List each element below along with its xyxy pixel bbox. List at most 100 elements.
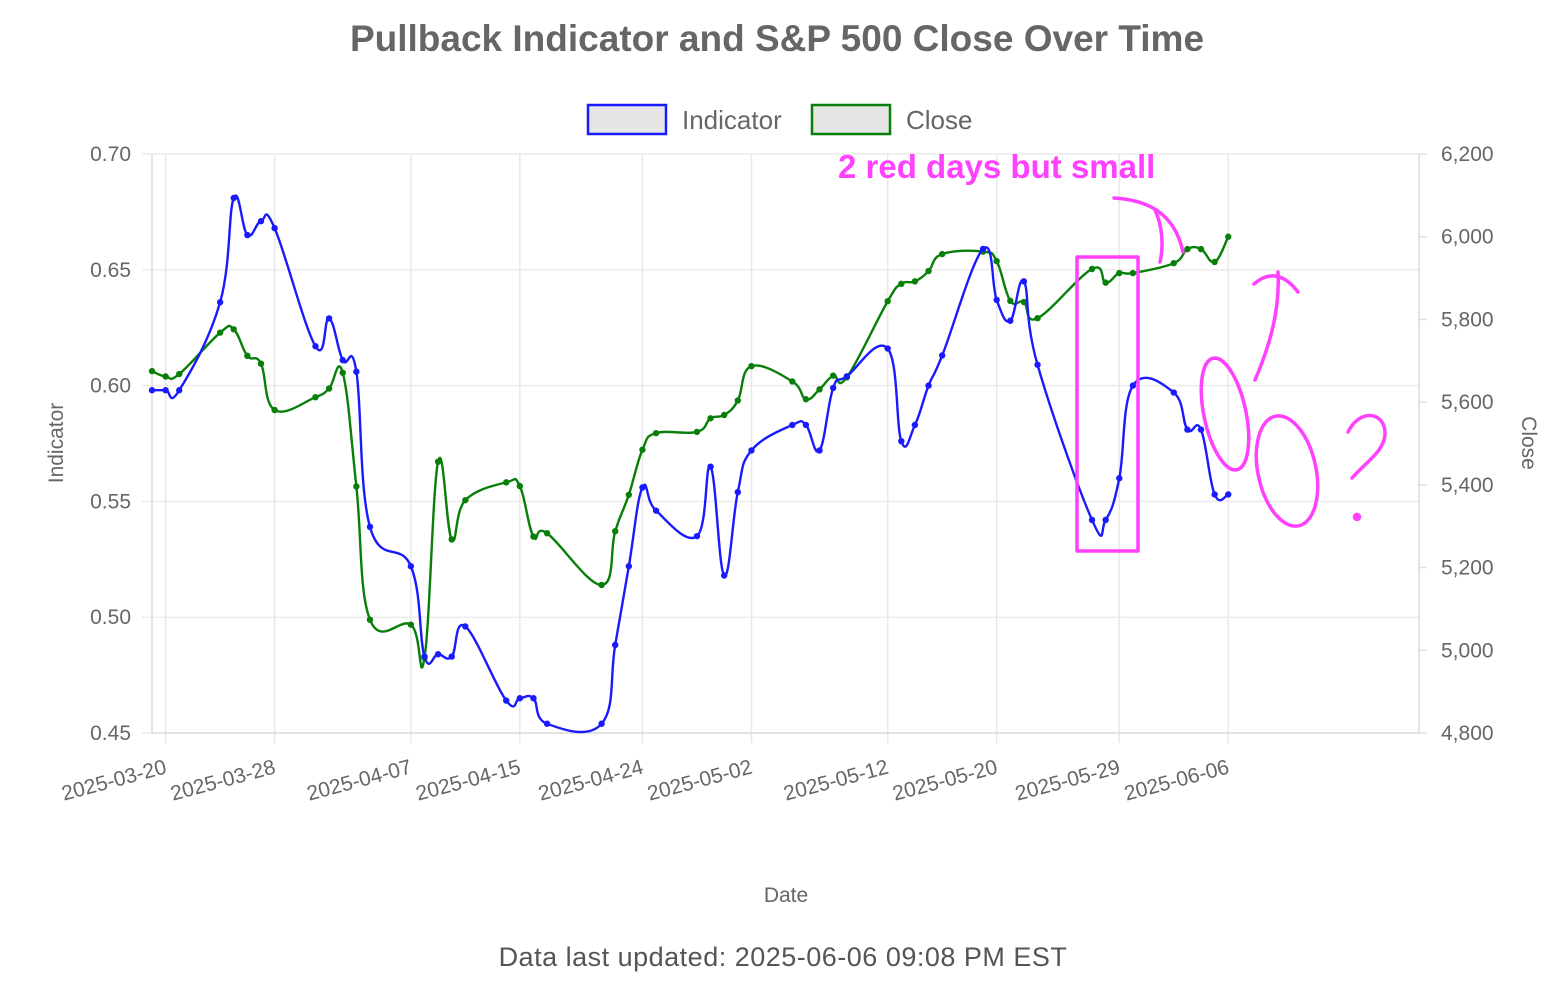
data-point-indicator[interactable]	[176, 387, 183, 394]
data-point-indicator[interactable]	[448, 653, 455, 660]
data-point-indicator[interactable]	[925, 382, 932, 389]
data-point-close[interactable]	[1211, 258, 1218, 266]
data-point-close[interactable]	[898, 280, 905, 288]
data-point-indicator[interactable]	[230, 194, 237, 202]
data-point-close[interactable]	[1184, 245, 1191, 253]
data-point-indicator[interactable]	[829, 384, 837, 392]
data-point-close[interactable]	[720, 411, 728, 419]
data-point-indicator[interactable]	[802, 421, 810, 429]
data-point-indicator[interactable]	[244, 231, 251, 239]
data-point-indicator[interactable]	[748, 447, 755, 454]
data-point-indicator[interactable]	[216, 299, 224, 306]
data-point-close[interactable]	[148, 367, 156, 375]
data-point-indicator[interactable]	[434, 651, 442, 658]
data-point-indicator[interactable]	[148, 387, 156, 394]
data-point-indicator[interactable]	[1184, 426, 1191, 433]
data-point-indicator[interactable]	[162, 387, 169, 394]
data-point-close[interactable]	[829, 372, 837, 379]
data-point-close[interactable]	[612, 527, 619, 535]
data-point-close[interactable]	[911, 278, 919, 285]
data-point-indicator[interactable]	[1034, 361, 1041, 368]
data-point-close[interactable]	[216, 329, 224, 336]
data-point-indicator[interactable]	[720, 572, 728, 579]
data-point-close[interactable]	[257, 360, 265, 367]
data-point-close[interactable]	[462, 496, 469, 504]
data-point-close[interactable]	[325, 385, 333, 392]
data-point-indicator[interactable]	[312, 343, 319, 350]
data-point-close[interactable]	[598, 581, 605, 589]
data-point-close[interactable]	[312, 393, 319, 401]
data-point-close[interactable]	[1129, 269, 1137, 277]
data-point-indicator[interactable]	[353, 368, 360, 375]
data-point-indicator[interactable]	[979, 245, 987, 253]
data-point-close[interactable]	[652, 429, 660, 437]
data-point-indicator[interactable]	[652, 507, 660, 514]
data-point-indicator[interactable]	[898, 437, 905, 445]
data-point-close[interactable]	[1225, 233, 1232, 240]
data-point-close[interactable]	[353, 483, 360, 490]
data-point-indicator[interactable]	[516, 695, 524, 702]
data-point-close[interactable]	[925, 267, 932, 275]
data-point-indicator[interactable]	[693, 532, 701, 540]
data-point-indicator[interactable]	[789, 421, 796, 429]
data-point-indicator[interactable]	[530, 695, 537, 702]
legend-label-indicator[interactable]: Indicator	[682, 105, 782, 135]
data-point-close[interactable]	[244, 352, 251, 360]
data-point-indicator[interactable]	[911, 421, 919, 429]
data-point-indicator[interactable]	[884, 345, 891, 352]
data-point-indicator[interactable]	[1129, 382, 1137, 389]
data-point-indicator[interactable]	[271, 224, 278, 232]
legend[interactable]: Indicator Close	[586, 103, 972, 136]
data-point-close[interactable]	[639, 446, 646, 453]
data-point-close[interactable]	[734, 397, 742, 404]
data-point-indicator[interactable]	[612, 641, 619, 649]
data-point-indicator[interactable]	[707, 463, 714, 470]
data-point-close[interactable]	[816, 386, 823, 393]
data-point-indicator[interactable]	[407, 563, 415, 570]
data-point-close[interactable]	[1088, 265, 1096, 273]
data-point-indicator[interactable]	[1197, 426, 1205, 433]
legend-label-close[interactable]: Close	[906, 105, 972, 135]
data-point-close[interactable]	[1102, 279, 1109, 286]
data-point-close[interactable]	[1197, 245, 1205, 253]
data-point-indicator[interactable]	[503, 697, 510, 704]
data-point-close[interactable]	[516, 482, 524, 490]
legend-swatch-close[interactable]	[810, 103, 892, 136]
legend-swatch-indicator[interactable]	[586, 103, 668, 136]
data-point-indicator[interactable]	[938, 352, 946, 359]
data-point-indicator[interactable]	[543, 720, 551, 727]
data-point-close[interactable]	[1034, 314, 1041, 322]
data-point-indicator[interactable]	[843, 373, 851, 380]
data-point-close[interactable]	[707, 415, 714, 422]
data-point-close[interactable]	[1170, 259, 1177, 267]
data-point-close[interactable]	[543, 530, 551, 537]
data-point-indicator[interactable]	[993, 296, 1000, 304]
data-point-close[interactable]	[530, 533, 537, 540]
data-point-indicator[interactable]	[734, 488, 742, 496]
data-point-indicator[interactable]	[462, 623, 469, 630]
data-point-close[interactable]	[789, 378, 796, 385]
data-point-indicator[interactable]	[625, 563, 633, 570]
data-point-close[interactable]	[1116, 269, 1123, 277]
data-point-close[interactable]	[1020, 298, 1028, 306]
data-point-close[interactable]	[1007, 297, 1014, 305]
data-point-indicator[interactable]	[421, 653, 428, 660]
data-point-close[interactable]	[993, 257, 1000, 265]
data-point-close[interactable]	[938, 250, 946, 258]
data-point-indicator[interactable]	[1170, 389, 1177, 396]
data-point-indicator[interactable]	[1088, 516, 1096, 524]
data-point-indicator[interactable]	[1020, 278, 1028, 285]
data-point-indicator[interactable]	[1102, 516, 1109, 524]
data-point-close[interactable]	[434, 458, 442, 465]
data-point-close[interactable]	[802, 396, 810, 403]
data-point-close[interactable]	[503, 479, 510, 486]
data-point-close[interactable]	[176, 370, 183, 378]
data-point-close[interactable]	[448, 536, 455, 543]
data-point-close[interactable]	[625, 491, 633, 498]
data-point-indicator[interactable]	[598, 720, 605, 727]
data-point-indicator[interactable]	[1211, 491, 1218, 498]
data-point-indicator[interactable]	[1225, 491, 1232, 498]
data-point-close[interactable]	[366, 616, 374, 623]
data-point-close[interactable]	[884, 298, 891, 305]
data-point-close[interactable]	[162, 373, 169, 380]
